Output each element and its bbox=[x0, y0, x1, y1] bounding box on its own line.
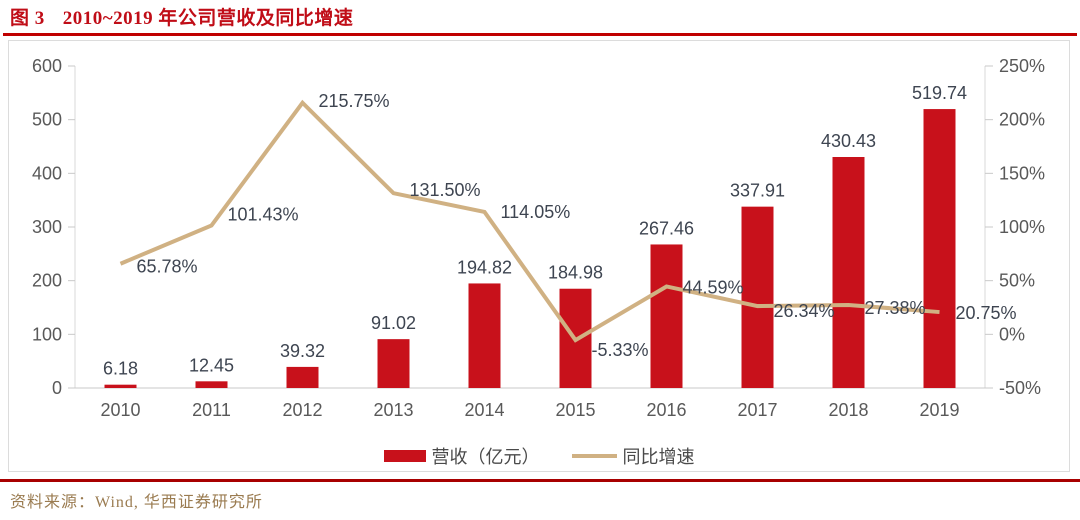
growth-value-label: 20.75% bbox=[956, 303, 1017, 323]
bar-2013 bbox=[377, 339, 410, 388]
source-note: 资料来源：Wind, 华西证券研究所 bbox=[10, 494, 263, 511]
right-axis-tick-label: -50% bbox=[999, 378, 1041, 398]
bar-value-label: 39.32 bbox=[280, 341, 325, 361]
x-axis-category-label: 2015 bbox=[555, 400, 595, 420]
bar-value-label: 12.45 bbox=[189, 355, 234, 375]
footer-divider-rule bbox=[0, 479, 1080, 482]
chart-container: 0 100 200 300 400 500 600 -50% 0% 50% 100% 150% 200%… bbox=[8, 40, 1070, 472]
figure-number: 图 3 bbox=[10, 8, 45, 29]
right-axis-tick-label: 100% bbox=[999, 217, 1045, 237]
left-axis-tick-label: 600 bbox=[32, 56, 62, 76]
bar-value-label: 267.46 bbox=[639, 218, 694, 238]
bar-value-label: 6.18 bbox=[103, 359, 138, 379]
growth-value-label: 65.78% bbox=[137, 257, 198, 277]
growth-value-label: 27.38% bbox=[865, 298, 926, 318]
left-axis-tick-label: 400 bbox=[32, 163, 62, 183]
bar-value-label: 337.91 bbox=[730, 181, 785, 201]
right-axis-tick-label: 200% bbox=[999, 110, 1045, 130]
growth-value-label: 215.75% bbox=[319, 91, 390, 111]
figure-title: 2010~2019 年公司营收及同比增速 bbox=[62, 8, 354, 29]
left-axis-tick-label: 200 bbox=[32, 271, 62, 291]
x-axis-category-label: 2017 bbox=[737, 400, 777, 420]
legend-bar-label: 营收（亿元） bbox=[431, 447, 540, 467]
right-axis-tick-label: 150% bbox=[999, 163, 1045, 183]
left-axis-tick-label: 100 bbox=[32, 324, 62, 344]
bar-2014 bbox=[468, 283, 501, 388]
right-axis-tick-label: 250% bbox=[999, 56, 1045, 76]
growth-value-label: 44.59% bbox=[683, 277, 744, 297]
growth-value-label: -5.33% bbox=[592, 340, 649, 360]
left-axis-tick-label: 500 bbox=[32, 110, 62, 130]
chart-legend: 营收（亿元） 同比增速 bbox=[9, 444, 1069, 468]
left-axis-tick-label: 0 bbox=[52, 378, 62, 398]
growth-value-label: 114.05% bbox=[501, 202, 571, 222]
right-axis-tick-label: 50% bbox=[999, 271, 1035, 291]
bar-value-label: 519.74 bbox=[912, 83, 967, 103]
revenue-growth-combo-chart: 0 100 200 300 400 500 600 -50% 0% 50% 100% 150% 200%… bbox=[32, 56, 1045, 420]
x-axis-category-label: 2013 bbox=[373, 400, 413, 420]
legend-item-revenue: 营收（亿元） bbox=[383, 443, 540, 469]
x-axis-category-label: 2016 bbox=[646, 400, 686, 420]
bar-2018 bbox=[832, 157, 865, 388]
bar-2017 bbox=[741, 206, 774, 388]
x-axis-category-label: 2019 bbox=[919, 400, 959, 420]
legend-line-label: 同比增速 bbox=[622, 447, 695, 467]
bar-2019 bbox=[923, 109, 956, 388]
growth-line bbox=[119, 99, 940, 343]
left-axis-tick-label: 300 bbox=[32, 217, 62, 237]
bar-2012 bbox=[286, 366, 319, 388]
bar-value-label: 184.98 bbox=[548, 263, 603, 283]
growth-value-label: 26.34% bbox=[774, 301, 835, 321]
legend-bar-swatch-icon bbox=[383, 450, 426, 462]
bar-value-label: 430.43 bbox=[821, 131, 876, 151]
legend-line-swatch-icon bbox=[571, 454, 617, 458]
bar-2016 bbox=[650, 244, 683, 388]
title-divider-rule bbox=[3, 33, 1077, 36]
figure-title-row: 图 3 2010~2019 年公司营收及同比增速 bbox=[10, 3, 353, 30]
bar-2010 bbox=[104, 384, 137, 388]
growth-value-label: 131.50% bbox=[410, 180, 481, 200]
bar-value-label: 91.02 bbox=[371, 313, 416, 333]
bar-value-label: 194.82 bbox=[457, 257, 512, 277]
x-axis-category-label: 2012 bbox=[282, 400, 322, 420]
right-axis-tick-label: 0% bbox=[999, 324, 1025, 344]
growth-value-label: 101.43% bbox=[228, 204, 299, 224]
legend-item-growth: 同比增速 bbox=[571, 443, 695, 469]
x-axis-category-label: 2010 bbox=[100, 400, 140, 420]
bar-2011 bbox=[195, 381, 228, 388]
x-axis-category-label: 2014 bbox=[464, 400, 504, 420]
x-axis-category-label: 2011 bbox=[192, 400, 231, 420]
x-axis-category-label: 2018 bbox=[828, 400, 868, 420]
